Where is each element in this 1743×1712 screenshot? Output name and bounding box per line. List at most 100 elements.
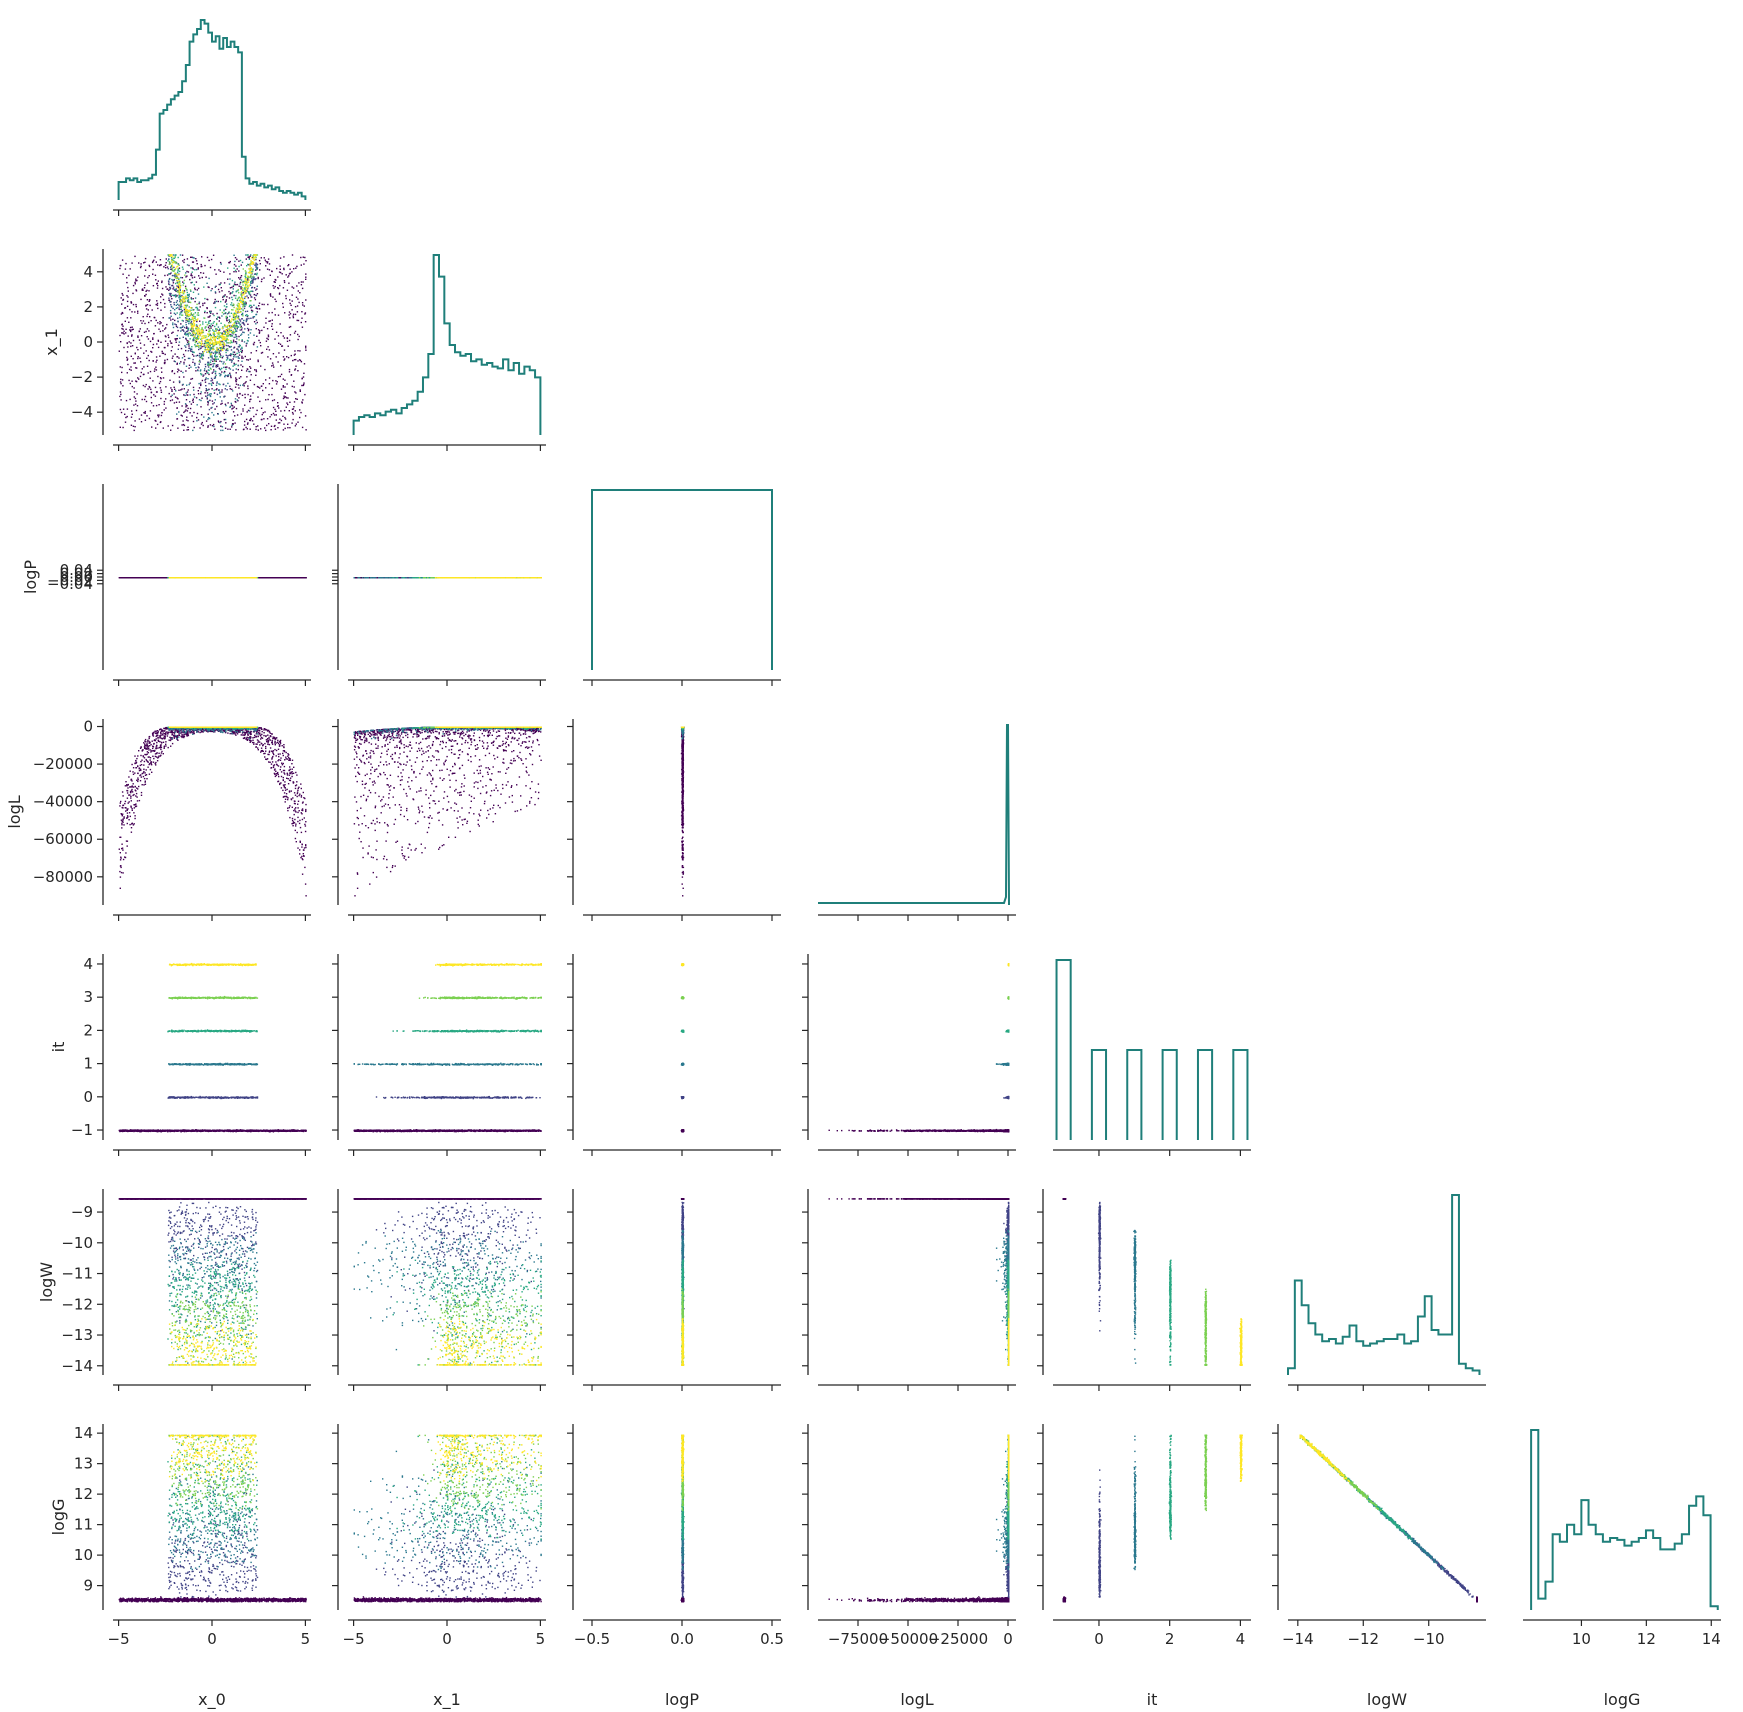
scatter-point: [198, 267, 199, 268]
scatter-point: [130, 317, 131, 318]
scatter-point: [151, 426, 152, 427]
scatter-point: [258, 340, 259, 341]
scatter-point: [223, 272, 224, 273]
scatter-point: [214, 429, 215, 430]
scatter-point: [273, 413, 274, 414]
scatter-point: [289, 327, 290, 328]
scatter-point: [208, 425, 209, 426]
scatter-point: [297, 305, 298, 306]
scatter-point: [285, 428, 286, 429]
scatter-point: [246, 345, 247, 346]
scatter-point: [193, 394, 194, 395]
scatter-point: [254, 297, 255, 298]
scatter-point: [305, 415, 306, 416]
scatter-point: [255, 414, 256, 415]
scatter-point: [212, 325, 213, 326]
scatter-point: [178, 357, 179, 358]
scatter-point: [152, 380, 153, 381]
scatter-point: [165, 265, 166, 266]
scatter-point: [263, 304, 264, 305]
scatter-point: [137, 277, 138, 278]
scatter-point: [264, 427, 265, 428]
scatter-point: [227, 279, 228, 280]
scatter-point: [143, 316, 144, 317]
scatter-point: [305, 260, 306, 261]
scatter-point: [146, 358, 147, 359]
scatter-point: [281, 389, 282, 390]
scatter-point: [122, 295, 123, 296]
scatter-point: [294, 350, 295, 351]
scatter-point: [295, 268, 296, 269]
scatter-point: [227, 402, 228, 403]
scatter-point: [157, 308, 158, 309]
scatter-point: [265, 260, 266, 261]
scatter-point: [222, 297, 223, 298]
scatter-point: [146, 384, 147, 385]
scatter-point: [267, 261, 268, 262]
scatter-point: [127, 364, 128, 365]
scatter-point: [225, 428, 226, 429]
scatter-point: [228, 291, 229, 292]
scatter-point: [183, 394, 184, 395]
scatter-point: [197, 355, 198, 356]
scatter-point: [235, 265, 236, 266]
scatter-point: [291, 422, 292, 423]
scatter-point: [160, 259, 161, 260]
scatter-point: [226, 320, 227, 321]
scatter-point: [130, 383, 131, 384]
scatter-point: [235, 401, 236, 402]
scatter-point: [231, 389, 232, 390]
scatter-point: [265, 387, 266, 388]
scatter-point: [199, 387, 200, 388]
scatter-point: [277, 361, 278, 362]
scatter-point: [168, 337, 169, 338]
scatter-point: [164, 360, 165, 361]
scatter-point: [173, 381, 174, 382]
scatter-point: [170, 387, 171, 388]
scatter-point: [172, 358, 173, 359]
scatter-point: [181, 348, 182, 349]
scatter-point: [144, 323, 145, 324]
scatter-point: [235, 271, 236, 272]
scatter-point: [271, 326, 272, 327]
scatter-point: [153, 344, 154, 345]
scatter-layer: [119, 254, 1478, 1602]
scatter-point: [279, 293, 280, 294]
scatter-point: [282, 303, 283, 304]
scatter-point: [182, 281, 183, 282]
scatter-point: [125, 417, 126, 418]
scatter-point: [193, 399, 194, 400]
scatter-point: [295, 392, 296, 393]
scatter-point: [190, 257, 191, 258]
scatter-point: [299, 350, 300, 351]
scatter-point: [138, 378, 139, 379]
scatter-point: [247, 385, 248, 386]
scatter-point: [153, 285, 154, 286]
scatter-point: [166, 262, 167, 263]
scatter-point: [153, 394, 154, 395]
scatter-point: [141, 414, 142, 415]
scatter-point: [245, 397, 246, 398]
scatter-point: [214, 269, 215, 270]
scatter-point: [128, 322, 129, 323]
scatter-point: [299, 409, 300, 410]
scatter-point: [213, 369, 214, 370]
scatter-point: [289, 371, 290, 372]
scatter-point: [192, 277, 193, 278]
scatter-point: [284, 312, 285, 313]
scatter-point: [293, 413, 294, 414]
scatter-point: [295, 366, 296, 367]
scatter-point: [238, 360, 239, 361]
scatter-point: [249, 401, 250, 402]
scatter-point: [271, 414, 272, 415]
scatter-point: [239, 286, 240, 287]
scatter-point: [271, 394, 272, 395]
scatter-point: [274, 338, 275, 339]
scatter-point: [153, 260, 154, 261]
scatter-point: [261, 279, 262, 280]
scatter-point: [289, 299, 290, 300]
scatter-point: [122, 427, 123, 428]
scatter-point: [271, 365, 272, 366]
scatter-point: [223, 299, 224, 300]
scatter-point: [159, 323, 160, 324]
